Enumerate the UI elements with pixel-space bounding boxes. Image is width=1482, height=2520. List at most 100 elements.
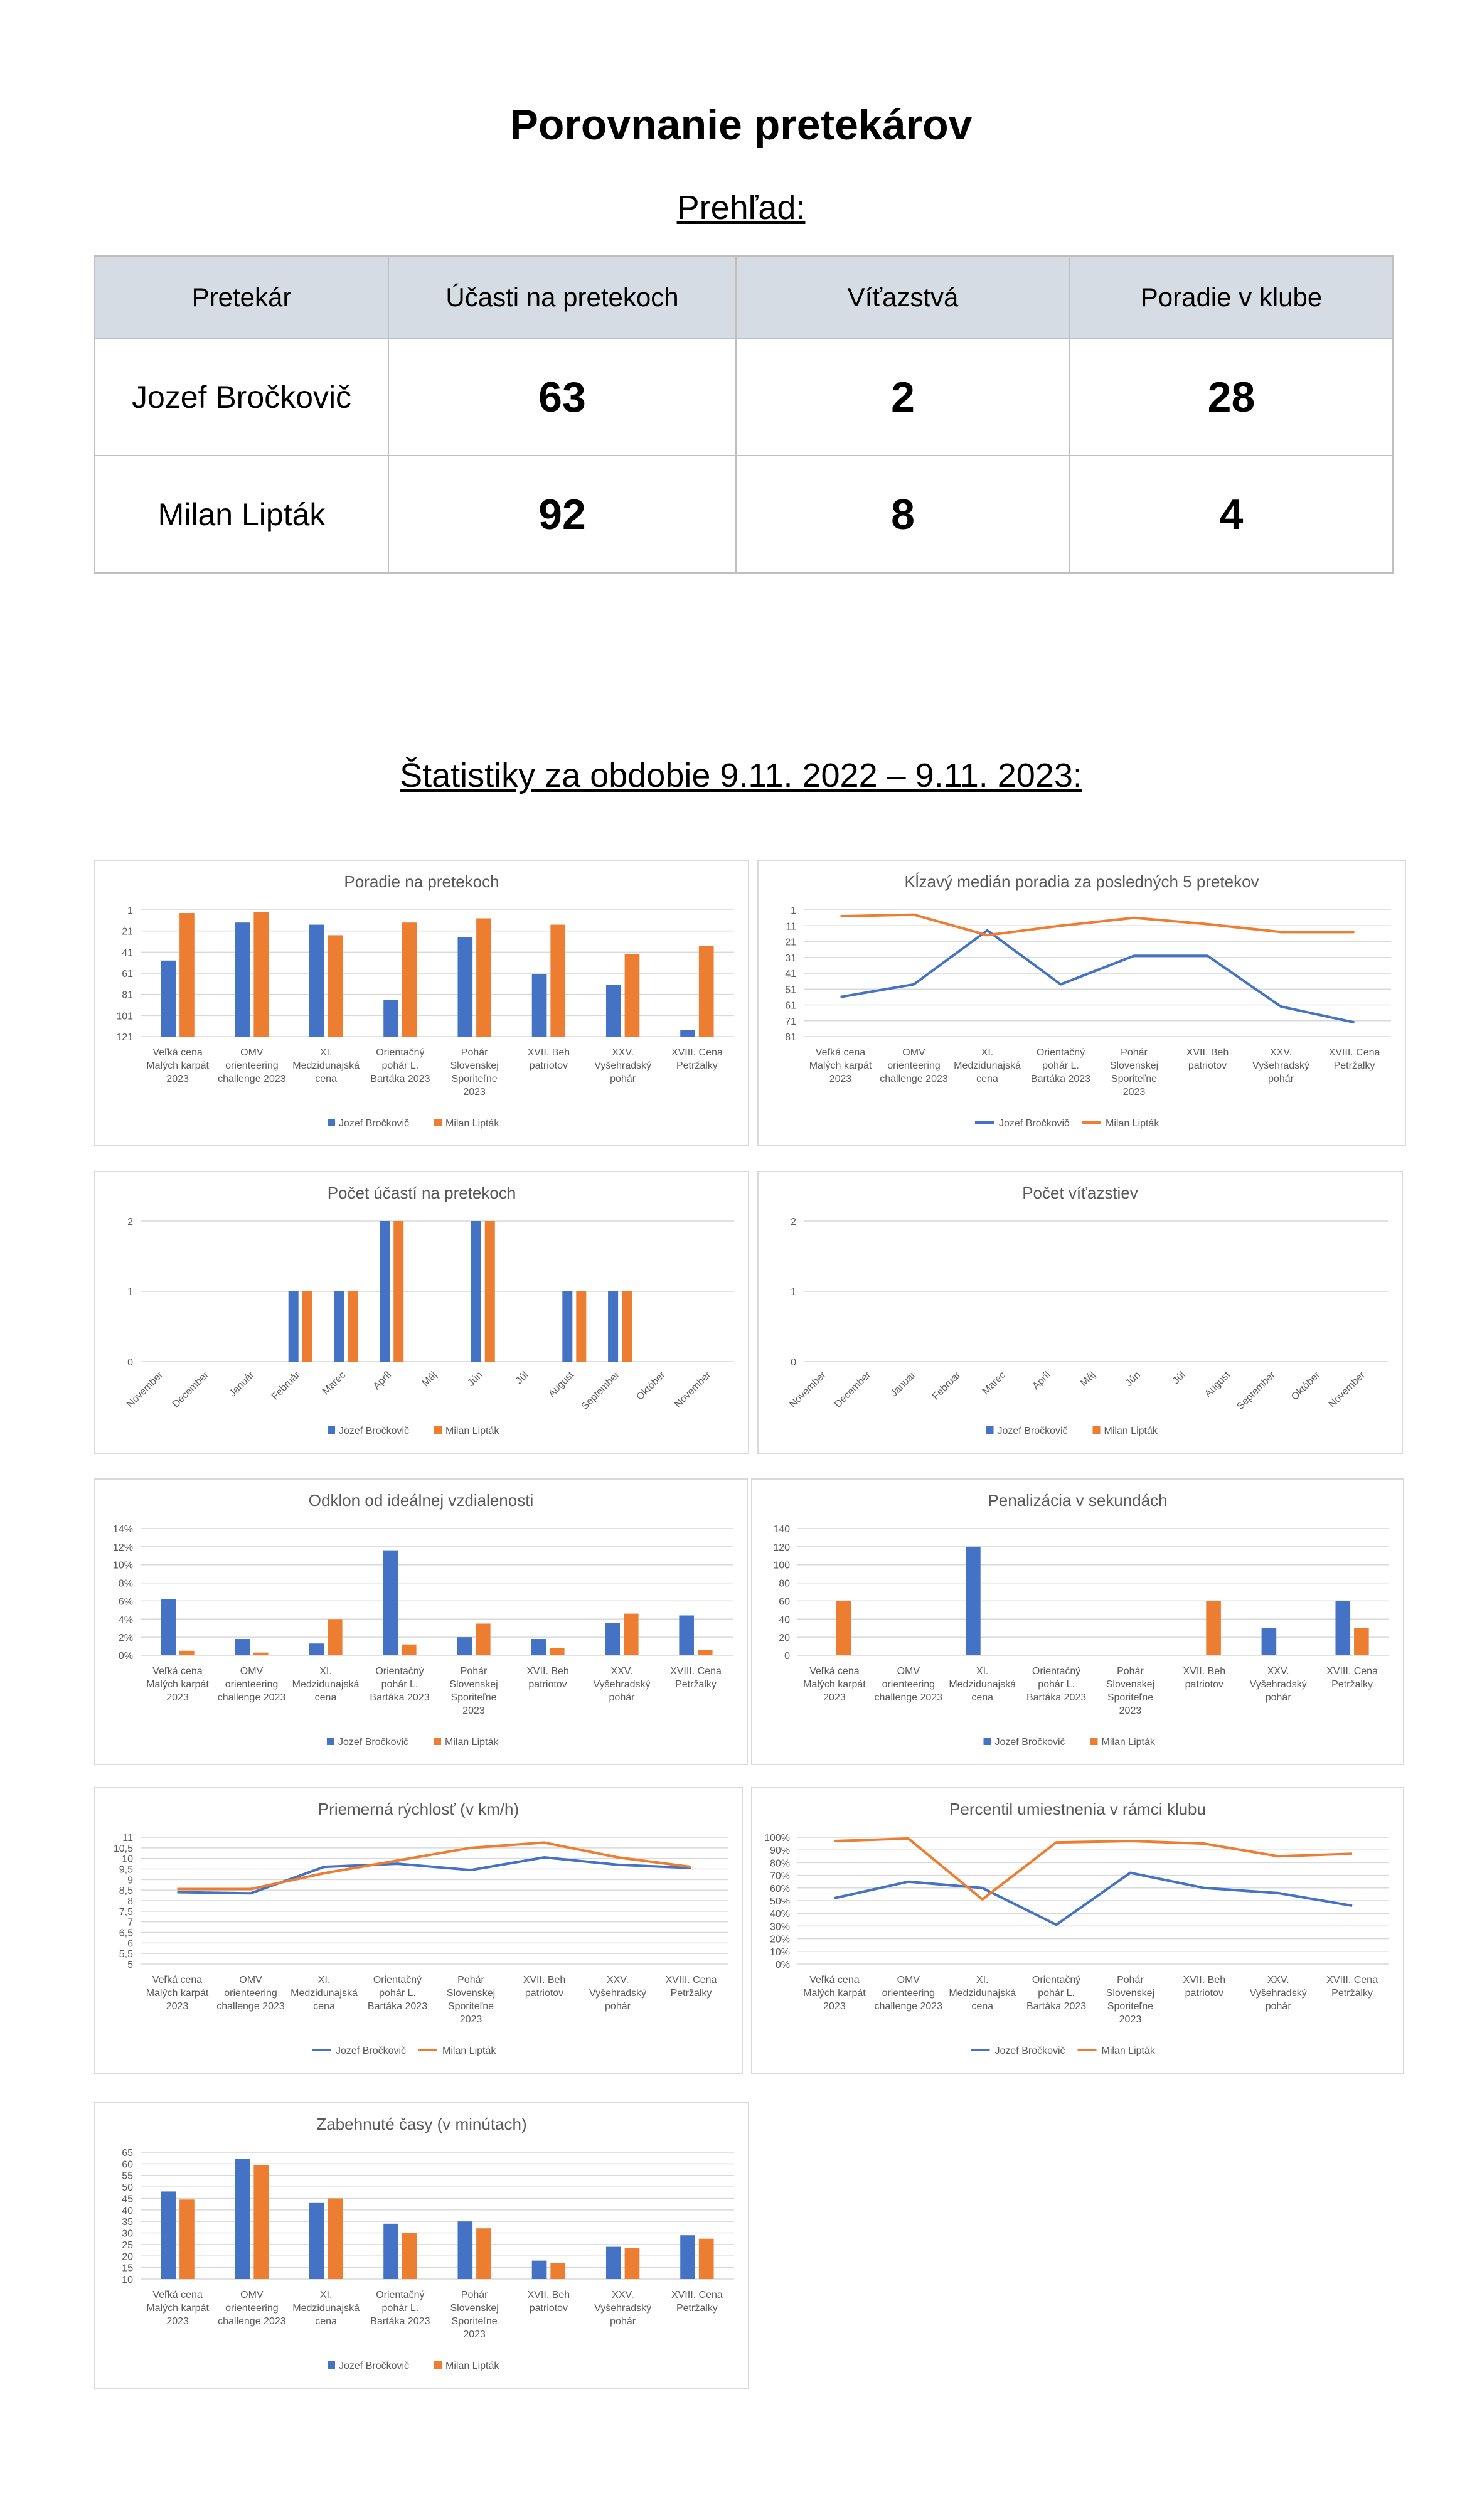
bar-series2: [1354, 1628, 1369, 1655]
x-category-label: XVIII. Cena Petržalky: [671, 1047, 723, 1071]
legend-label: Milan Lipták: [1102, 1737, 1156, 1748]
bar-series1: [383, 2223, 398, 2279]
line-series2: [834, 1837, 1353, 1901]
bar-series1: [309, 924, 324, 1037]
club-rank-value: 4: [1069, 455, 1394, 574]
wins-value: 2: [735, 338, 1070, 456]
table-row: Milan Lipták 92 8 4: [94, 455, 1394, 574]
x-category-label: XXV. Vyšehradský pohár: [594, 2290, 651, 2327]
y-tick-label: 10%: [113, 1561, 133, 1571]
chart-title: Odklon od ideálnej vzdialenosti: [309, 1491, 533, 1510]
x-category-label: August: [1203, 1369, 1233, 1399]
chart-title: Percentil umiestnenia v rámci klubu: [949, 1800, 1206, 1818]
legend-label: Milan Lipták: [445, 2361, 499, 2371]
bar-series2: [179, 2199, 195, 2279]
bar-series1: [161, 1599, 176, 1655]
bar-series1: [334, 1291, 344, 1362]
x-category-label: Pohár Slovenskej Sporiteľne 2023: [450, 1047, 498, 1097]
x-category-label: Február: [930, 1369, 963, 1402]
legend-label: Jozef Bročkovič: [336, 2046, 406, 2056]
legend-swatch: [434, 1426, 442, 1434]
y-tick-label: 40: [122, 2206, 133, 2216]
legend-label: Jozef Bročkovič: [339, 1426, 409, 1436]
x-category-label: XXV. Vyšehradský pohár: [594, 1666, 651, 1703]
x-category-label: XVII. Beh patriotov: [528, 2290, 570, 2314]
racer-name: Jozef Bročkovič: [94, 338, 389, 456]
x-category-label: Orientačný pohár L. Bartáka 2023: [370, 2290, 430, 2327]
y-tick-label: 20: [122, 2251, 133, 2262]
y-tick-label: 41: [785, 969, 796, 980]
bar-series2: [402, 922, 417, 1037]
bar-series2: [476, 1623, 491, 1655]
legend-swatch: [1092, 1426, 1101, 1434]
x-category-label: Pohár Slovenskej Sporiteľne 2023: [1106, 1975, 1154, 2025]
x-category-label: Veľká cena Malých karpát 2023: [146, 2290, 209, 2327]
x-category-label: Veľká cena Malých karpát 2023: [146, 1975, 209, 2012]
y-tick-label: 1: [791, 905, 796, 916]
x-category-label: XVIII. Cena Petržalky: [666, 1975, 717, 1999]
chart-club-percentile: Percentil umiestnenia v rámci klubu 0% 10%…: [751, 1787, 1404, 2074]
legend-label: Milan Lipták: [1106, 1118, 1159, 1129]
bar-series1: [605, 1623, 620, 1655]
y-tick-label: 55: [122, 2171, 133, 2182]
y-tick-label: 5: [127, 1960, 133, 1970]
x-category-label: XI. Medzidunajská cena: [292, 2290, 360, 2327]
racer-name: Milan Lipták: [94, 455, 389, 574]
chart-title: Počet víťazstiev: [1022, 1183, 1138, 1202]
bar-series1: [288, 1291, 299, 1362]
line-series1: [840, 929, 1355, 1024]
line-series1: [834, 1871, 1353, 1926]
x-category-label: Júl: [514, 1370, 530, 1386]
y-tick-label: 121: [116, 1032, 133, 1043]
overview-table: Pretekár Účasti na pretekoch Víťazstvá P…: [94, 255, 1394, 574]
y-tick-label: 51: [785, 985, 796, 995]
line-series2: [840, 913, 1355, 937]
y-tick-label: 140: [773, 1524, 790, 1535]
bar-series2: [550, 924, 566, 1037]
x-category-label: OMV orienteering challenge 2023: [218, 1047, 286, 1084]
bar-series1: [531, 2260, 547, 2279]
bar-series2: [393, 1221, 404, 1362]
y-tick-label: 6,5: [119, 1928, 133, 1939]
x-category-label: Veľká cena Malých karpát 2023: [146, 1666, 209, 1703]
y-tick-label: 61: [785, 1001, 796, 1012]
legend-swatch: [1090, 1738, 1098, 1745]
bar-series2: [484, 1221, 495, 1362]
y-tick-label: 5,5: [119, 1949, 133, 1960]
x-category-label: Jún: [1124, 1370, 1143, 1389]
bar-series2: [302, 1291, 312, 1362]
y-tick-label: 8: [127, 1896, 133, 1907]
bar-series1: [679, 1615, 694, 1655]
y-tick-label: 1: [127, 1287, 133, 1298]
x-category-label: XXV. Vyšehradský pohár: [1252, 1047, 1309, 1084]
bar-series1: [457, 2221, 473, 2279]
y-tick-label: 30: [122, 2229, 133, 2240]
bar-series2: [622, 1291, 632, 1362]
x-category-label: Orientačný pohár L. Bartáka 2023: [370, 1047, 430, 1084]
chart-title: Penalizácia v sekundách: [988, 1491, 1167, 1510]
chart-svg: Penalizácia v sekundách 0 20 40 60 80 100 120 14…: [773, 1491, 1389, 1748]
chart-title: Priemerná rýchlosť (v km/h): [318, 1800, 519, 1818]
legend-label: Jozef Bročkovič: [995, 1737, 1065, 1748]
y-tick-label: 6: [127, 1938, 133, 1949]
bar-series1: [383, 1000, 398, 1037]
chart-race-placement: Poradie na pretekoch 1 21 41 61 81 101 121 Veľká…: [94, 860, 749, 1146]
y-tick-label: 61: [122, 969, 133, 980]
x-category-label: OMV orienteering challenge 2023: [218, 1666, 286, 1703]
x-category-label: XI. Medzidunajská cena: [292, 1666, 360, 1703]
bar-series2: [476, 2228, 491, 2279]
bar-series1: [1261, 1628, 1277, 1655]
y-tick-label: 35: [122, 2217, 133, 2228]
x-category-label: September: [580, 1369, 622, 1412]
x-category-label: Apríl: [1030, 1370, 1052, 1392]
participations-value: 63: [388, 338, 737, 456]
x-category-label: XVIII. Cena Petržalky: [671, 2290, 723, 2314]
wins-value: 8: [735, 455, 1070, 574]
bar-series1: [161, 960, 176, 1037]
x-category-label: XXV. Vyšehradský pohár: [594, 1047, 651, 1084]
column-header: Poradie v klube: [1069, 255, 1394, 339]
y-tick-label: 10: [122, 1854, 133, 1865]
x-category-label: XI. Medzidunajská cena: [291, 1975, 358, 2012]
y-tick-label: 0%: [119, 1651, 133, 1662]
